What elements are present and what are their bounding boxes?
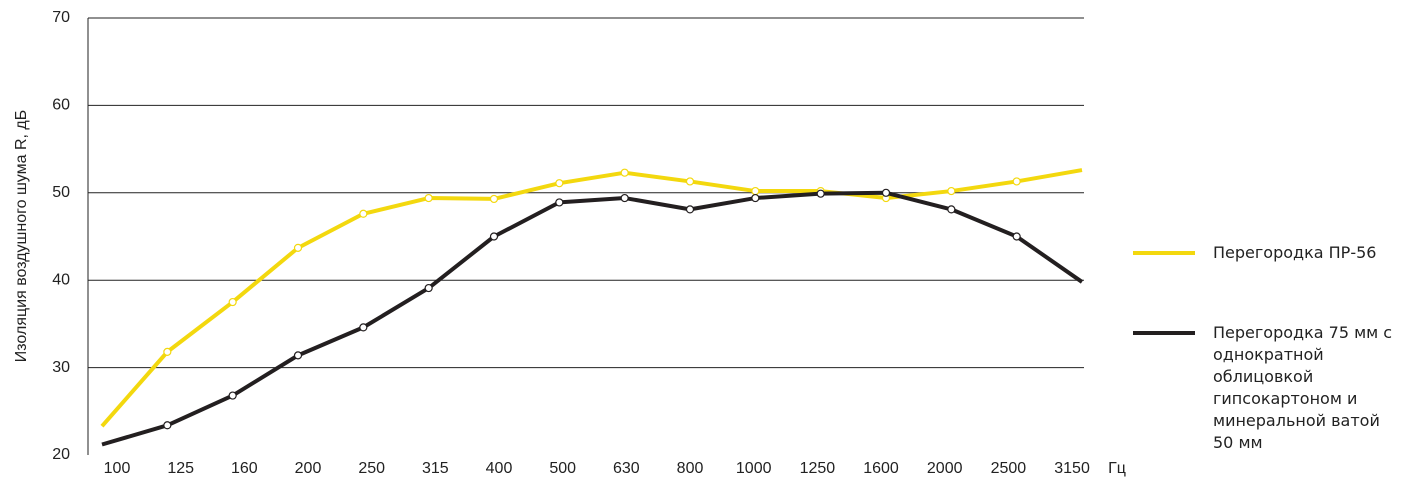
point-marker: [359, 209, 368, 218]
point-marker: [751, 186, 760, 196]
x-tick-label: 500: [549, 460, 576, 477]
y-tick-label: 20: [52, 446, 70, 463]
x-tick-label: 200: [295, 460, 322, 477]
point-marker: [620, 193, 629, 203]
y-tick-label: 40: [52, 271, 70, 288]
point-marker: [816, 189, 825, 198]
x-tick-label: 2000: [927, 460, 963, 477]
point-marker: [555, 198, 564, 207]
point-marker: [1012, 177, 1021, 186]
x-tick-label: 100: [104, 460, 131, 477]
point-marker: [685, 177, 695, 186]
series-line: [101, 190, 1084, 447]
point-marker: [228, 391, 237, 400]
x-tick-label: 1600: [863, 460, 899, 477]
x-tick-label: 1000: [736, 460, 772, 477]
x-unit: Гц: [1108, 460, 1126, 477]
x-tick-label: 125: [167, 460, 194, 477]
x-tick-label: 800: [677, 460, 704, 477]
x-tick-label: 160: [231, 460, 258, 477]
point-marker: [293, 351, 303, 360]
y-tick-label: 30: [52, 359, 70, 376]
point-marker: [685, 205, 695, 214]
point-marker: [359, 323, 368, 332]
x-tick-label: 1250: [800, 460, 836, 477]
x-tick-label: 315: [422, 460, 449, 477]
point-marker: [163, 421, 172, 430]
point-marker: [424, 193, 433, 203]
point-marker: [947, 186, 956, 196]
y-tick-label: 60: [52, 97, 70, 114]
point-marker: [163, 347, 172, 356]
x-tick-label: 250: [358, 460, 385, 477]
point-marker: [228, 297, 237, 307]
point-marker: [424, 283, 433, 293]
y-tick-label: 50: [52, 184, 70, 201]
point-marker: [1012, 232, 1021, 241]
point-marker: [489, 232, 499, 241]
x-tick-label: 3150: [1054, 460, 1090, 477]
point-marker: [620, 168, 629, 177]
point-marker: [947, 205, 956, 214]
point-marker: [555, 179, 564, 188]
point-marker: [293, 243, 303, 252]
legend-label: Перегородка 75 мм с однократной облицовк…: [1213, 323, 1393, 452]
y-tick-label: 70: [52, 9, 70, 26]
y-axis-label: Изоляция воздушного шума R, дБ: [13, 110, 30, 362]
legend-label: Перегородка ПР-56: [1213, 243, 1377, 262]
point-marker: [489, 194, 499, 204]
point-marker: [751, 193, 760, 203]
series-line: [100, 168, 1083, 428]
point-marker: [881, 188, 891, 197]
x-tick-label: 630: [613, 460, 640, 477]
x-tick-label: 2500: [991, 460, 1027, 477]
x-tick-label: 400: [486, 460, 513, 477]
